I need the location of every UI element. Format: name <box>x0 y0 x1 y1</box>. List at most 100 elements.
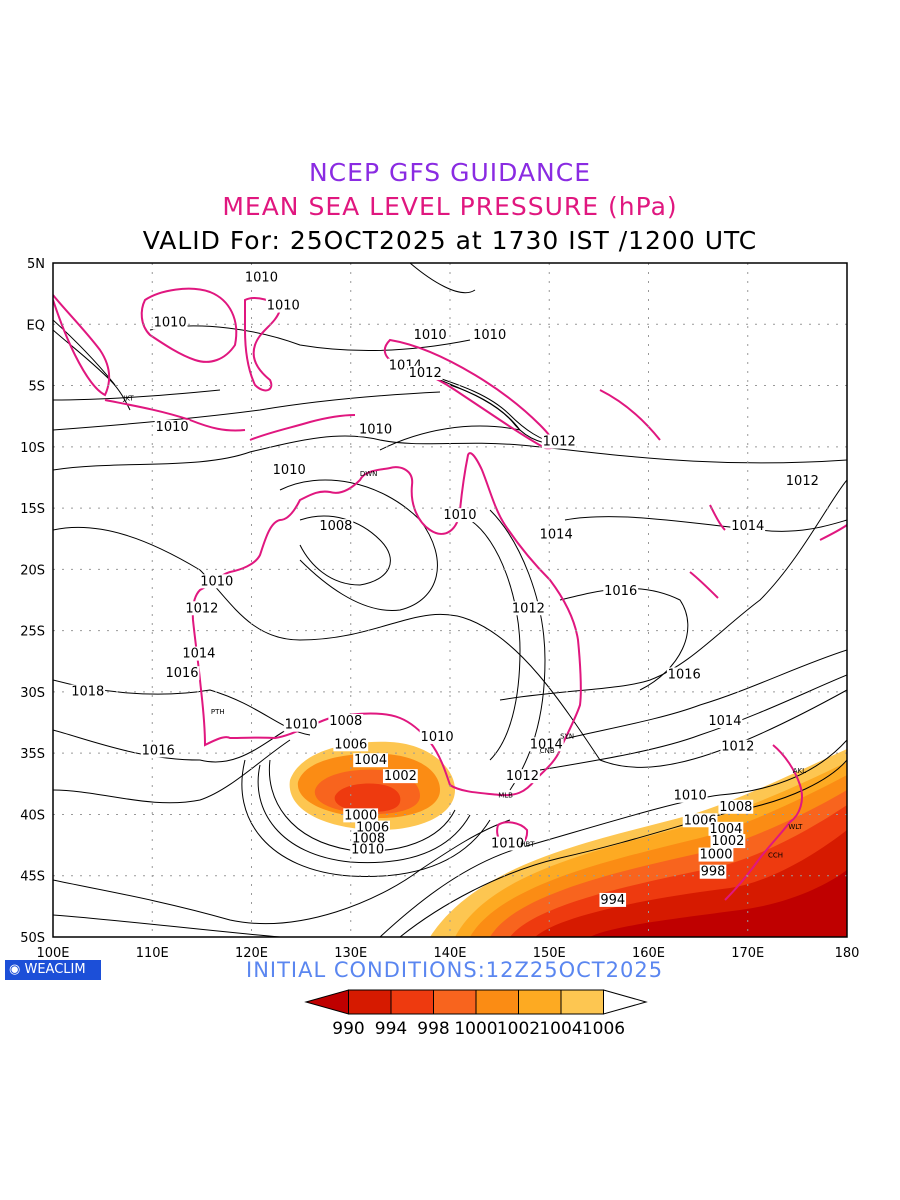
contour-label-bg <box>358 422 393 437</box>
contour-label: 1012 <box>543 435 576 450</box>
contour-label: 1010 <box>273 463 306 478</box>
contour-label-bg <box>164 666 200 681</box>
lat-tick-label: 5N <box>27 257 45 272</box>
colorbar-swatch <box>560 989 604 1015</box>
station-label: HBT <box>520 840 535 848</box>
colorbar-tick-label: 1002 <box>497 1019 540 1039</box>
valid-time: VALID For: 25OCT2025 at 1730 IST /1200 U… <box>142 226 758 255</box>
contour-label-bg <box>490 836 525 851</box>
globe-icon: ◉ <box>9 962 21 977</box>
station-label: WLT <box>788 823 803 831</box>
lon-tick-label: 130E <box>334 946 367 961</box>
contour-label-bg <box>599 892 627 907</box>
lat-tick-label: 10S <box>20 441 45 456</box>
contour-label-bg <box>353 753 388 768</box>
contour-label: 1016 <box>604 584 637 599</box>
contour-label-bg <box>710 834 746 849</box>
coast-solomon <box>599 389 661 441</box>
lon-tick-label: 160E <box>632 946 665 961</box>
contour-label: 1012 <box>409 366 442 381</box>
contour-label: 1010 <box>421 730 454 745</box>
contour-label: 1010 <box>359 422 392 437</box>
contour-label-bg <box>382 769 418 784</box>
contour-label: 1012 <box>512 601 545 616</box>
contour-label-layer: 1010 1010 1010 1010 1010 1014 1012 1010 1010 1012… <box>70 270 820 908</box>
contour-label: 1010 <box>473 328 506 343</box>
lon-tick-label: 110E <box>136 946 169 961</box>
contour-label: 1010 <box>491 837 524 852</box>
contour-label: 1010 <box>267 299 300 314</box>
logo-text: WEACLIM <box>24 962 86 977</box>
contour-label: 1000 <box>344 808 377 823</box>
colorbar-swatch <box>390 989 434 1015</box>
colorbar-tick-label: 990 <box>332 1019 364 1039</box>
lat-tick-label: EQ <box>27 318 45 333</box>
colorbar-tick-label: 994 <box>375 1019 407 1039</box>
colorbar-swatch <box>433 989 477 1015</box>
isobar-layer <box>53 263 847 937</box>
station-label: JKT <box>122 394 134 402</box>
contour-label: 1010 <box>285 718 318 733</box>
station-label-layer: JKT DWN PTH SYN CNB MLB HBT AKL WLT CCH <box>122 394 806 859</box>
lon-tick-label: 100E <box>36 946 69 961</box>
contour-label-bg <box>784 473 820 488</box>
coast-fiji <box>819 524 847 541</box>
chart-subtitle: MEAN SEA LEVEL PRESSURE (hPa) <box>222 192 678 221</box>
contour-label-bg <box>511 601 546 616</box>
contour-label: 1010 <box>154 316 187 331</box>
contour-label-bg <box>538 527 574 542</box>
colorbar-legend: 990 994 998 1000 1002 1004 1006 <box>304 989 648 1039</box>
station-label: MLB <box>498 791 513 799</box>
contour-label-bg <box>152 315 188 330</box>
lat-tick-label: 5S <box>28 380 45 395</box>
contour-label: 1010 <box>674 789 707 804</box>
coast-timor-islands <box>249 414 356 441</box>
colorbar-tick-label: 1006 <box>582 1019 625 1039</box>
contour-label-bg <box>328 713 364 728</box>
contour-label: 1016 <box>668 667 701 682</box>
contour-label-bg <box>283 717 319 732</box>
contour-label-bg <box>505 769 540 784</box>
contour-label-bg <box>199 574 235 589</box>
station-label: CNB <box>540 747 555 755</box>
contour-label: 1000 <box>699 848 732 863</box>
coast-new-zealand-north <box>772 744 803 823</box>
contour-label-bg <box>442 508 478 523</box>
contour-label: 1016 <box>165 666 198 681</box>
contour-label: 1008 <box>319 519 352 534</box>
lat-tick-label: 30S <box>20 686 45 701</box>
contour-label: 1004 <box>709 822 742 837</box>
contour-label-bg <box>672 788 708 803</box>
contour-label-bg <box>472 327 508 342</box>
weaclim-logo: ◉ WEACLIM <box>5 960 101 980</box>
colorbar-swatch <box>518 989 562 1015</box>
lat-tick-label: 20S <box>20 563 45 578</box>
contour-label: 1008 <box>719 800 752 815</box>
contour-label-bg <box>708 821 744 836</box>
contour-label: 1014 <box>540 528 573 543</box>
fill-990 <box>590 870 847 937</box>
contour-label-bg <box>730 519 766 534</box>
coastline-layer <box>53 287 847 901</box>
contour-label: 1010 <box>200 574 233 589</box>
contour-label: 1010 <box>245 270 278 285</box>
contour-label: 1018 <box>71 685 104 700</box>
colorbar-swatch <box>348 989 392 1015</box>
lon-tick-label: 150E <box>533 946 566 961</box>
contour-label-bg <box>350 842 386 857</box>
colorbar-tick-label: 998 <box>417 1019 449 1039</box>
contour-label-bg <box>271 462 307 477</box>
colorbar-tick-label: 1000 <box>454 1019 497 1039</box>
lon-tick-label: 140E <box>433 946 466 961</box>
contour-label: 1006 <box>684 813 717 828</box>
lon-tick-label: 180 <box>835 946 860 961</box>
contour-label-bg <box>541 434 577 449</box>
contour-label-bg <box>407 365 443 380</box>
contour-label: 994 <box>600 893 625 908</box>
lat-tick-label: 45S <box>20 870 45 885</box>
contour-label: 1008 <box>329 714 362 729</box>
contour-label-bg <box>140 743 176 758</box>
lat-tick-label: 35S <box>20 747 45 762</box>
